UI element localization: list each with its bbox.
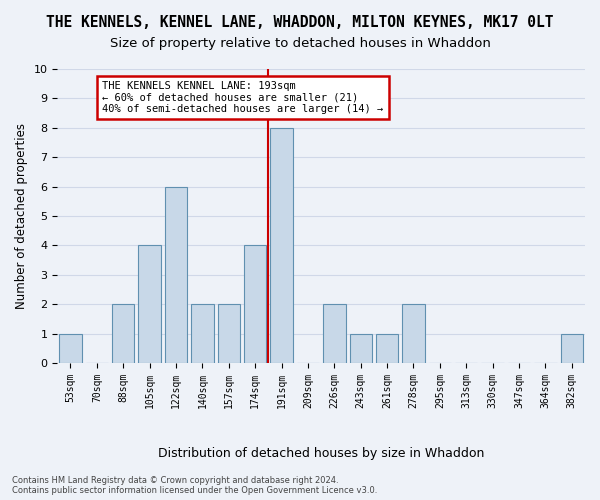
Bar	[165, 186, 187, 363]
Bar	[244, 246, 266, 363]
Bar	[323, 304, 346, 363]
X-axis label: Distribution of detached houses by size in Whaddon: Distribution of detached houses by size …	[158, 447, 484, 460]
Bar	[376, 334, 398, 363]
Bar	[271, 128, 293, 363]
Y-axis label: Number of detached properties: Number of detached properties	[15, 123, 28, 309]
Bar	[560, 334, 583, 363]
Bar	[350, 334, 372, 363]
Text: THE KENNELS KENNEL LANE: 193sqm
← 60% of detached houses are smaller (21)
40% of: THE KENNELS KENNEL LANE: 193sqm ← 60% of…	[102, 81, 383, 114]
Bar	[402, 304, 425, 363]
Text: Contains HM Land Registry data © Crown copyright and database right 2024.
Contai: Contains HM Land Registry data © Crown c…	[12, 476, 377, 495]
Bar	[59, 334, 82, 363]
Bar	[139, 246, 161, 363]
Bar	[112, 304, 134, 363]
Text: THE KENNELS, KENNEL LANE, WHADDON, MILTON KEYNES, MK17 0LT: THE KENNELS, KENNEL LANE, WHADDON, MILTO…	[46, 15, 554, 30]
Bar	[191, 304, 214, 363]
Bar	[218, 304, 240, 363]
Text: Size of property relative to detached houses in Whaddon: Size of property relative to detached ho…	[110, 38, 490, 51]
